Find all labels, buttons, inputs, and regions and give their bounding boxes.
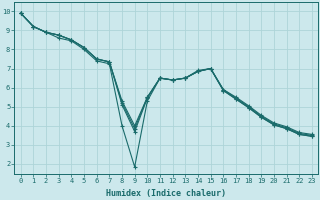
X-axis label: Humidex (Indice chaleur): Humidex (Indice chaleur) bbox=[106, 189, 226, 198]
